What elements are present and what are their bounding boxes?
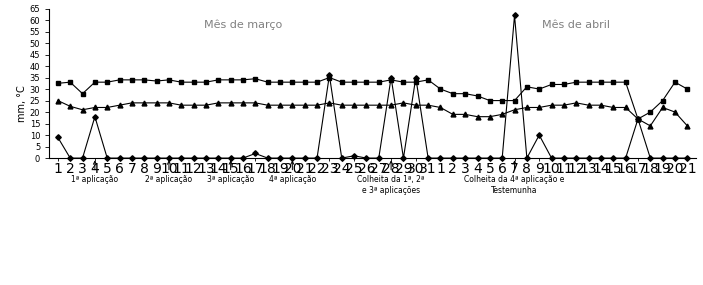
Text: 4ª aplicação: 4ª aplicação <box>269 161 316 184</box>
Text: 2ª aplicação: 2ª aplicação <box>146 161 193 184</box>
Text: Mês de abril: Mês de abril <box>542 20 610 30</box>
Text: Mês de março: Mês de março <box>204 19 282 30</box>
Text: Colheita da 1ª, 2ª
e 3ª aplicações: Colheita da 1ª, 2ª e 3ª aplicações <box>357 161 425 195</box>
Text: 1ª aplicação: 1ª aplicação <box>71 161 118 184</box>
Text: Colheita da 4ª aplicação e
Testemunha: Colheita da 4ª aplicação e Testemunha <box>465 161 565 195</box>
Y-axis label: mm, °C: mm, °C <box>17 86 27 122</box>
Text: 3ª aplicação: 3ª aplicação <box>207 161 254 184</box>
